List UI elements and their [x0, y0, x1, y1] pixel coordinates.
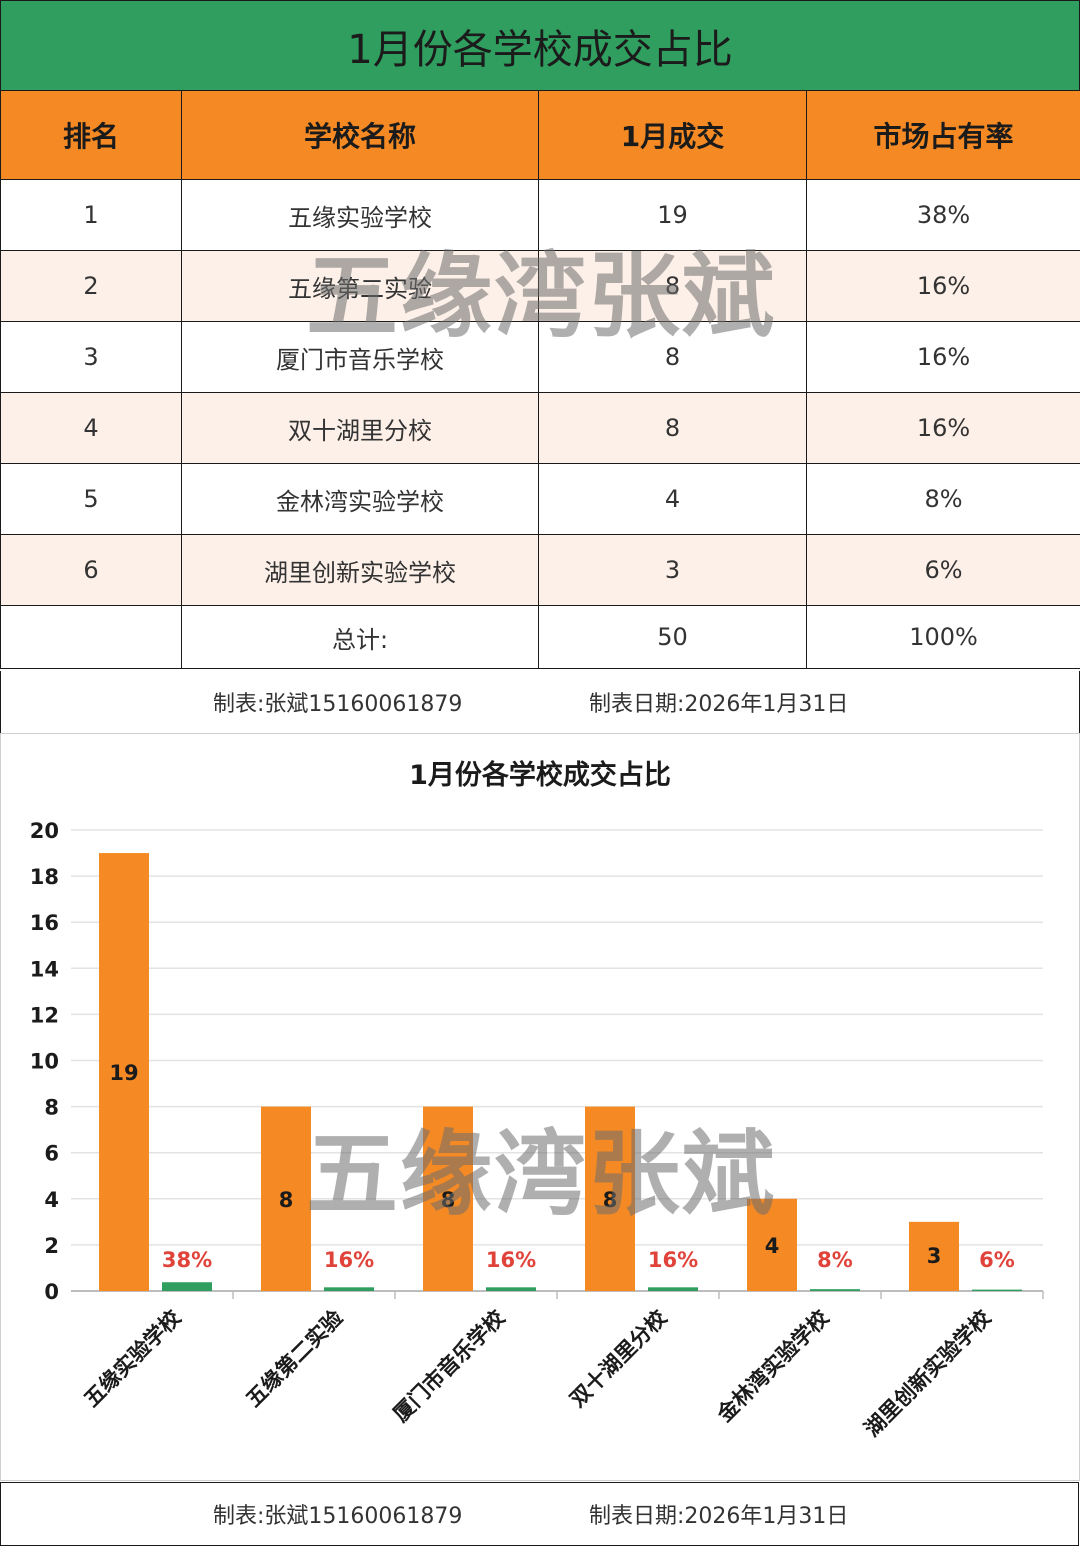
total-label: 总计: — [181, 605, 539, 669]
y-tick-label: 16 — [30, 911, 59, 935]
cell-rank: 5 — [0, 463, 182, 535]
cell-deals: 4 — [538, 463, 807, 535]
cell-school: 双十湖里分校 — [181, 392, 539, 464]
bar-deals-label: 3 — [927, 1244, 942, 1268]
y-tick-label: 8 — [44, 1096, 59, 1120]
footer-date: 制表日期:2026年1月31日 — [589, 692, 849, 717]
x-category-label: 双十湖里分校 — [565, 1305, 672, 1412]
cell-share: 38% — [806, 179, 1080, 251]
bar-share — [162, 1282, 212, 1291]
cell-share: 16% — [806, 321, 1080, 393]
bar-share — [324, 1287, 374, 1291]
bar-deals-label: 8 — [441, 1188, 456, 1212]
cell-share: 16% — [806, 392, 1080, 464]
cell-rank: 2 — [0, 250, 182, 322]
bar-share-label: 8% — [817, 1248, 853, 1272]
y-tick-label: 12 — [30, 1003, 59, 1027]
total-deals: 50 — [538, 605, 807, 669]
footer-date-2: 制表日期:2026年1月31日 — [589, 1504, 849, 1529]
bar-share — [972, 1289, 1022, 1291]
bar-deals-label: 8 — [603, 1188, 618, 1212]
y-tick-label: 4 — [44, 1188, 59, 1212]
y-tick-label: 10 — [30, 1050, 59, 1074]
x-category-label: 金林湾实验学校 — [712, 1305, 834, 1427]
table-total-row: 总计: 50 100% — [0, 605, 1080, 669]
footer-maker-2: 制表:张斌15160061879 — [213, 1504, 463, 1529]
bar-deals — [909, 1221, 959, 1291]
table-header-row: 排名 学校名称 1月成交 市场占有率 — [0, 90, 1080, 180]
cell-share: 6% — [806, 534, 1080, 606]
cell-rank: 4 — [0, 392, 182, 464]
bar-share-label: 38% — [162, 1248, 212, 1272]
page-title: 1月份各学校成交占比 — [0, 0, 1080, 92]
y-tick-label: 20 — [30, 819, 59, 843]
bar-deals — [423, 1106, 473, 1291]
cell-rank: 3 — [0, 321, 182, 393]
table-row: 1 五缘实验学校 19 38% — [0, 179, 1080, 251]
header-rank: 排名 — [0, 90, 182, 180]
x-category-label: 五缘第二实验 — [241, 1306, 347, 1412]
x-category-label: 五缘实验学校 — [79, 1305, 186, 1412]
x-category-label: 湖里创新实验学校 — [860, 1305, 996, 1441]
y-tick-label: 0 — [44, 1280, 59, 1304]
header-school: 学校名称 — [181, 90, 539, 180]
cell-school: 五缘实验学校 — [181, 179, 539, 251]
bar-deals-label: 19 — [109, 1061, 138, 1085]
chart-title: 1月份各学校成交占比 — [409, 759, 671, 791]
x-category-label: 厦门市音乐学校 — [389, 1305, 511, 1427]
table-row: 5 金林湾实验学校 4 8% — [0, 463, 1080, 535]
table-row: 3 厦门市音乐学校 8 16% — [0, 321, 1080, 393]
y-tick-label: 14 — [30, 957, 59, 981]
bar-deals — [261, 1106, 311, 1291]
cell-school: 厦门市音乐学校 — [181, 321, 539, 393]
cell-rank: 1 — [0, 179, 182, 251]
bar-deals — [585, 1106, 635, 1291]
bar-deals — [747, 1198, 797, 1291]
cell-share: 8% — [806, 463, 1080, 535]
cell-school: 金林湾实验学校 — [181, 463, 539, 535]
watermark-text: 五缘湾张斌 — [306, 242, 777, 350]
bar-deals-label: 4 — [765, 1234, 780, 1258]
y-tick-label: 2 — [44, 1234, 59, 1258]
table-footer: 制表:张斌15160061879 制表日期:2026年1月31日 — [0, 671, 1080, 733]
cell-rank: 6 — [0, 534, 182, 606]
cell-share: 16% — [806, 250, 1080, 322]
cell-deals: 3 — [538, 534, 807, 606]
ranking-table: 排名 学校名称 1月成交 市场占有率 1 五缘实验学校 19 38% 2 五缘第… — [0, 90, 1080, 669]
table-row: 4 双十湖里分校 8 16% — [0, 392, 1080, 464]
bar-share — [486, 1287, 536, 1291]
bar-share-label: 16% — [648, 1248, 698, 1272]
bar-share — [810, 1289, 860, 1291]
table-row: 6 湖里创新实验学校 3 6% — [0, 534, 1080, 606]
watermark-text-chart: 五缘湾张斌 — [306, 1120, 777, 1228]
bar-chart: 1月份各学校成交占比024681012141618201938%五缘实验学校81… — [30, 759, 1044, 1441]
total-share: 100% — [806, 605, 1080, 669]
chart-footer: 制表:张斌15160061879 制表日期:2026年1月31日 — [0, 1482, 1079, 1546]
bar-deals — [99, 853, 149, 1291]
cell-empty — [0, 605, 182, 669]
cell-school: 湖里创新实验学校 — [181, 534, 539, 606]
cell-deals: 8 — [538, 321, 807, 393]
footer-maker: 制表:张斌15160061879 — [213, 692, 463, 717]
bar-share-label: 16% — [486, 1248, 536, 1272]
y-tick-label: 18 — [30, 865, 59, 889]
chart-container: 1月份各学校成交占比 0 2 4 6 8 10 12 14 16 18 20 19 38% 五缘实验学校 8 1… — [0, 733, 1080, 1481]
bar-share-label: 16% — [324, 1248, 374, 1272]
bar-deals-label: 8 — [279, 1188, 294, 1212]
y-tick-label: 6 — [44, 1142, 59, 1166]
cell-deals: 8 — [538, 392, 807, 464]
cell-deals: 8 — [538, 250, 807, 322]
bar-share-label: 6% — [979, 1248, 1015, 1272]
header-deals: 1月成交 — [538, 90, 807, 180]
bar-share — [648, 1287, 698, 1291]
header-share: 市场占有率 — [806, 90, 1080, 180]
